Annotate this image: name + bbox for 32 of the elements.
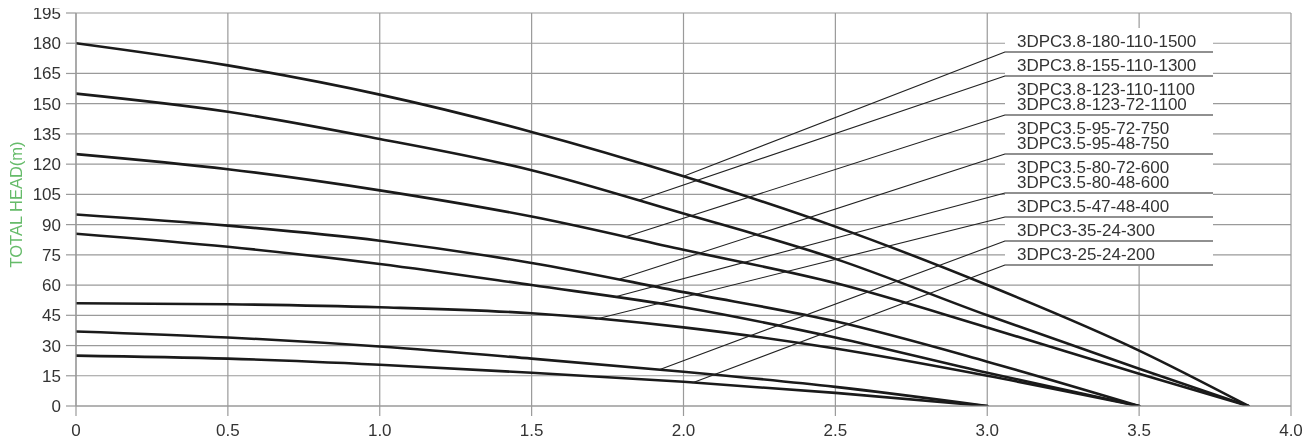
y-tick-label: 45 [42, 306, 61, 326]
y-tick-label: 15 [42, 366, 61, 386]
y-tick-label: 75 [42, 245, 61, 265]
x-tick-label: 3.5 [1127, 421, 1151, 441]
y-tick-label: 195 [32, 4, 61, 24]
annotation: 3DPC3-35-24-300 [1017, 220, 1155, 240]
y-tick-label: 120 [32, 155, 61, 175]
y-tick-label: 150 [32, 94, 61, 114]
x-tick-label: 0.5 [216, 421, 240, 441]
annotation: 3DPC3.8-123-110-1100 3DPC3.8-123-72-1100 [1017, 79, 1195, 114]
y-tick-label: 30 [42, 336, 61, 356]
y-axis-title: TOTAL HEAD(m) [7, 141, 25, 268]
annotation: 3DPC3-25-24-200 [1017, 244, 1155, 264]
y-tick-label: 180 [32, 34, 61, 54]
x-tick-label: 1.5 [519, 421, 544, 441]
y-tick-label: 105 [32, 185, 61, 205]
annotation: 3DPC3.5-80-72-600 3DPC3.5-80-48-600 [1017, 157, 1170, 192]
x-tick-label: 2.0 [671, 421, 696, 441]
y-tick-label: 60 [42, 276, 61, 296]
y-tick-label: 165 [32, 64, 61, 84]
annotation: 3DPC3.8-155-110-1300 [1017, 55, 1197, 75]
y-tick-label: 135 [32, 124, 61, 144]
x-tick-label: 1.0 [367, 421, 392, 441]
x-tick-label: 4.0 [1279, 421, 1303, 441]
x-tick-label: 3.0 [975, 421, 1000, 441]
y-tick-label: 90 [42, 215, 61, 235]
x-tick-label: 0 [71, 421, 81, 441]
y-tick-label: 0 [51, 397, 61, 417]
annotation: 3DPC3.8-180-110-1500 [1017, 31, 1197, 51]
annotation: 3DPC3.5-95-72-750 3DPC3.5-95-48-750 [1017, 118, 1170, 153]
x-tick-label: 2.5 [823, 421, 848, 441]
annotation: 3DPC3.5-47-48-400 [1017, 196, 1170, 216]
